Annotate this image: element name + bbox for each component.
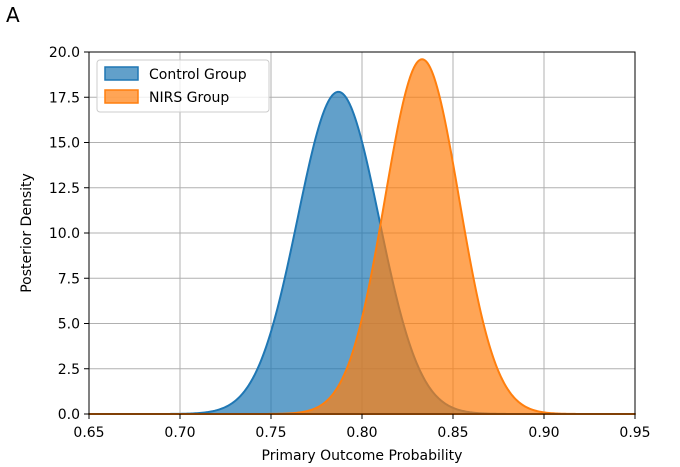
y-tick-label: 7.5 [58,271,80,287]
x-axis-label: Primary Outcome Probability [262,448,463,464]
legend-box [96,59,270,113]
legend-swatch-nirs-group [104,89,139,104]
y-tick-label: 2.5 [58,362,80,378]
y-axis-label: Posterior Density [19,173,35,293]
y-tick-label: 5.0 [58,317,80,333]
y-tick-label: 0.0 [58,407,80,423]
x-tick-label: 0.65 [73,425,104,441]
y-tick-label: 20.0 [49,45,80,61]
y-tick-label: 17.5 [49,90,80,106]
legend-label-control-group: Control Group [149,67,247,83]
y-tick-label: 12.5 [49,181,80,197]
legend-swatch-control-group [104,66,139,81]
x-axis: 0.65 0.70 0.75 0.80 0.85 0.90 0.95 [73,414,651,441]
y-tick-label: 10.0 [49,226,80,242]
y-axis: 0.0 2.5 5.0 7.5 10.0 12.5 15.0 17.5 20.0 [49,45,89,423]
y-tick-label: 15.0 [49,136,80,152]
x-tick-label: 0.75 [255,425,286,441]
x-tick-label: 0.80 [346,425,377,441]
x-tick-label: 0.90 [528,425,559,441]
x-tick-label: 0.95 [619,425,650,441]
legend-label-nirs-group: NIRS Group [149,90,229,106]
legend: Control Group NIRS Group [96,59,270,113]
x-tick-label: 0.85 [437,425,468,441]
panel-label: A [6,3,20,27]
x-tick-label: 0.70 [164,425,195,441]
